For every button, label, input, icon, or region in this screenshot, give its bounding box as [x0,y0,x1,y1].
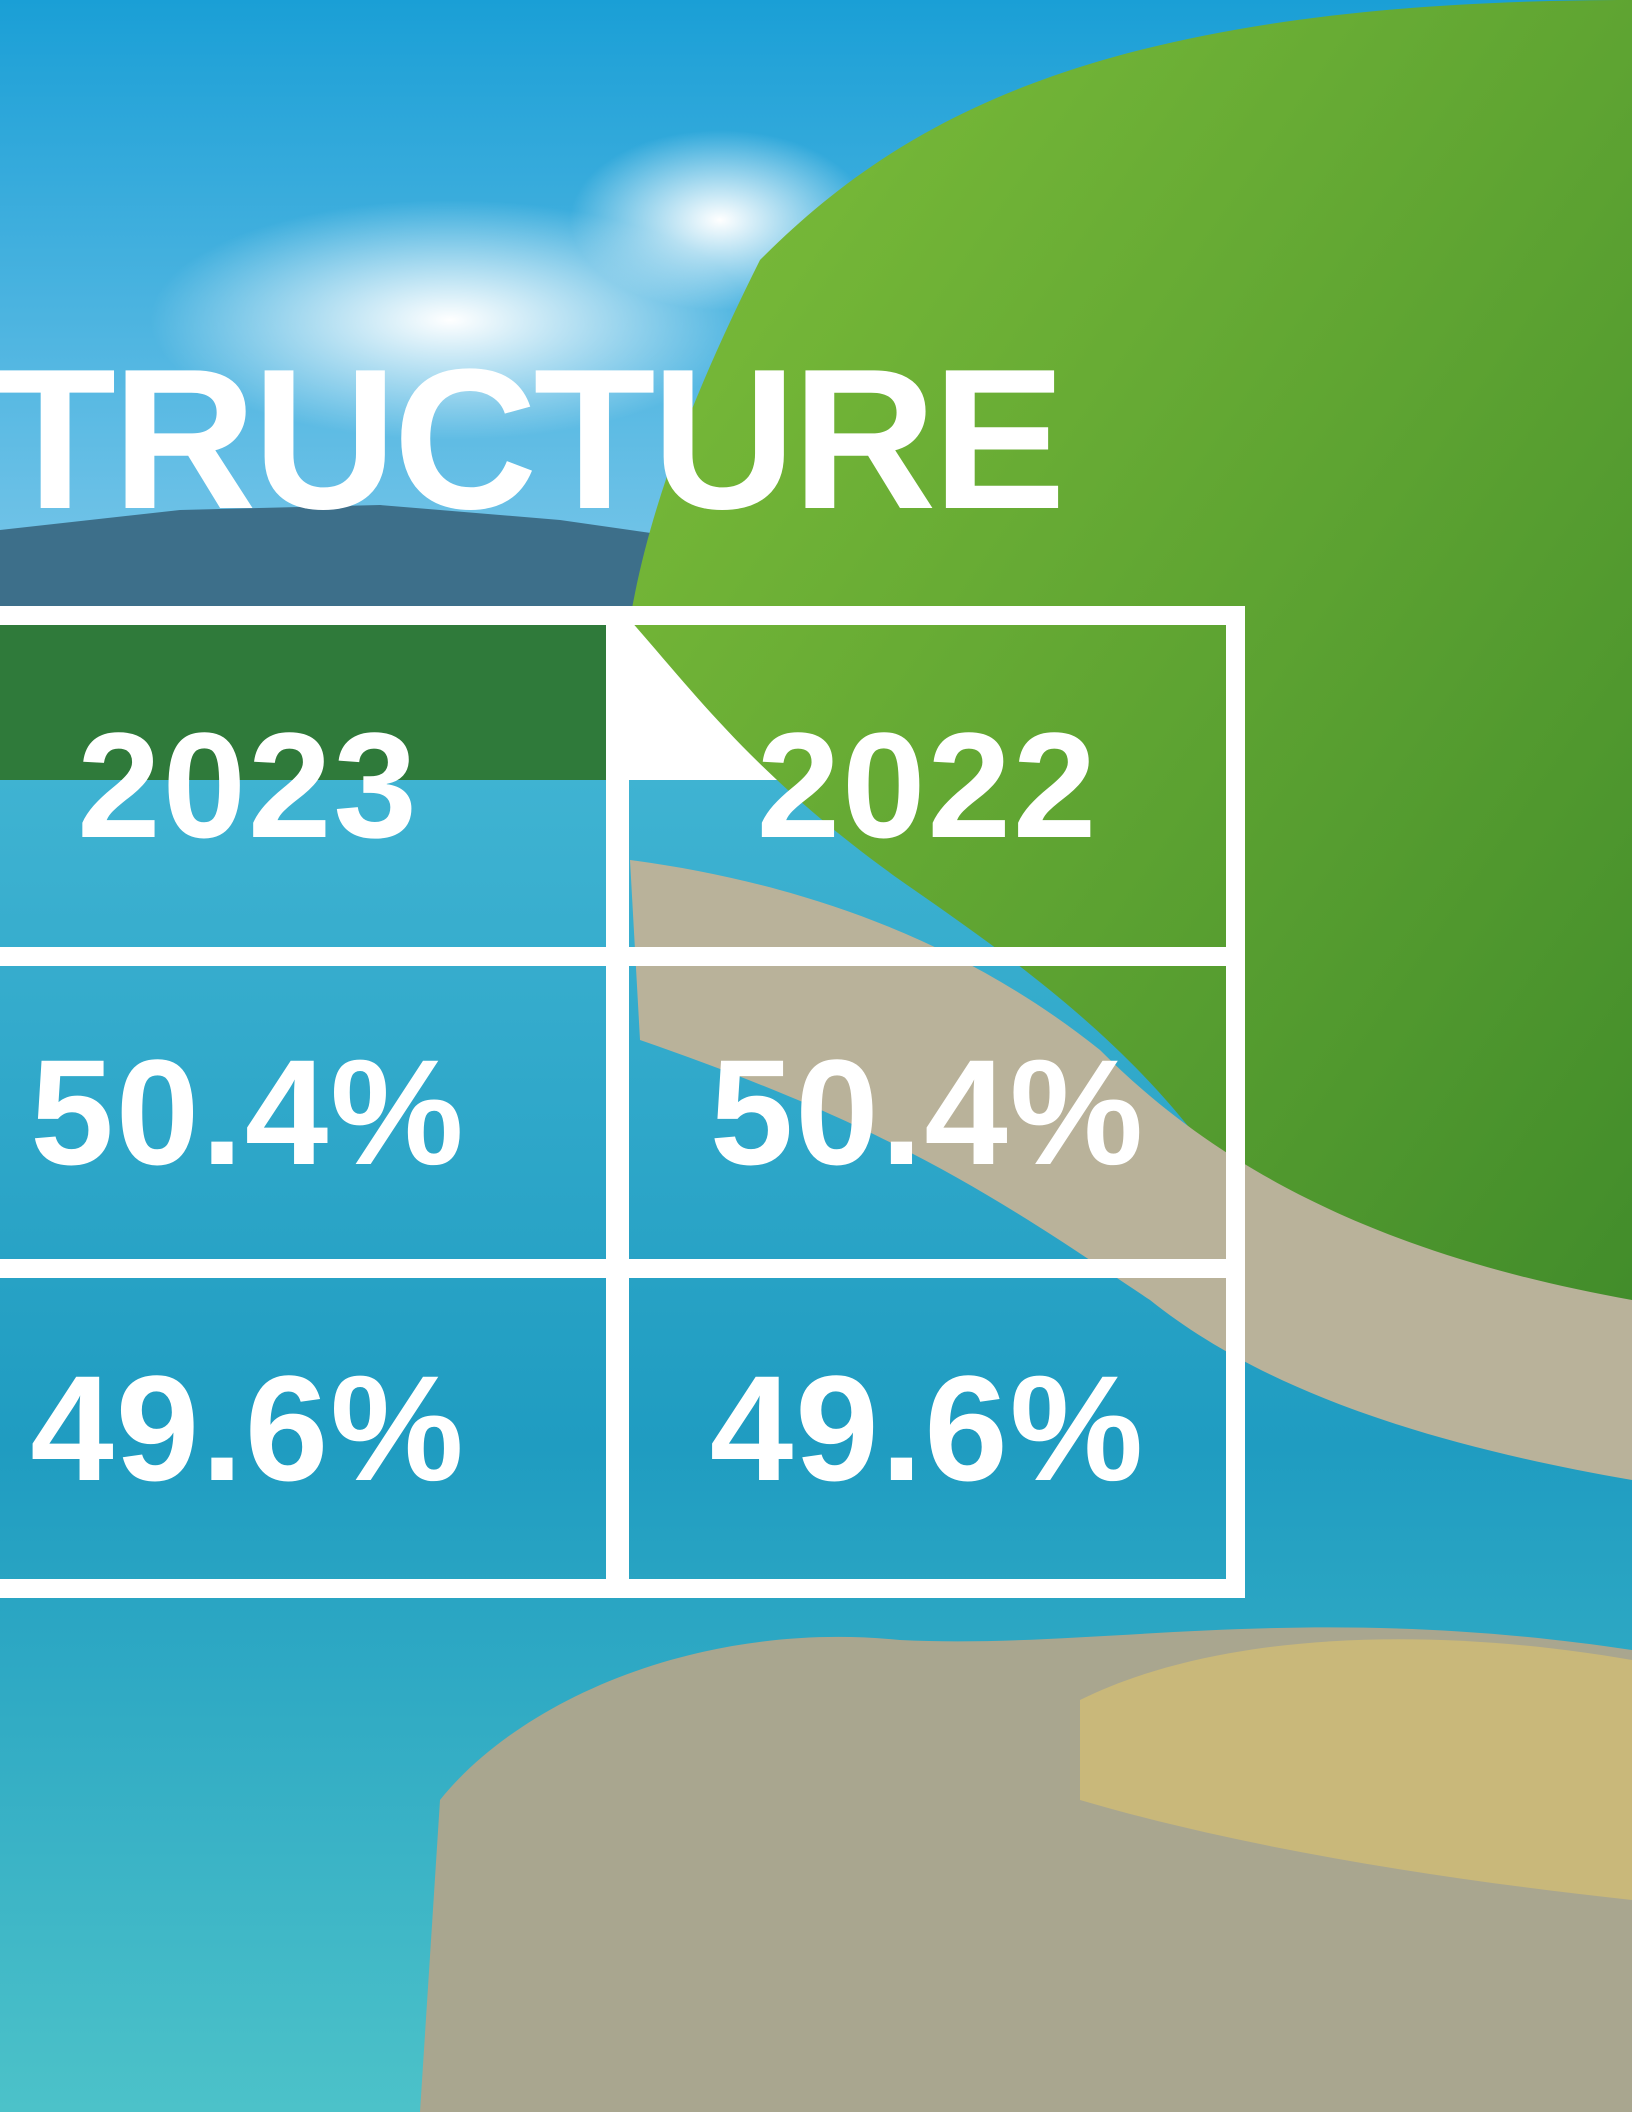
column-divider [606,606,629,1598]
row-divider [0,1259,1245,1278]
page: TRUCTURE 2023202250.4%50.4%49.6%49.6% ((… [0,0,1632,2112]
table-cell: 2022 [629,625,1226,947]
title: TRUCTURE [0,340,1062,540]
table-cell: 50.4% [629,966,1226,1259]
table-cell: 49.6% [0,1278,606,1580]
row-divider [0,947,1245,966]
table-cell: 2023 [0,625,606,947]
table-border-right [1226,606,1245,1598]
table-cell: 49.6% [629,1278,1226,1580]
table-cell: 50.4% [0,966,606,1259]
